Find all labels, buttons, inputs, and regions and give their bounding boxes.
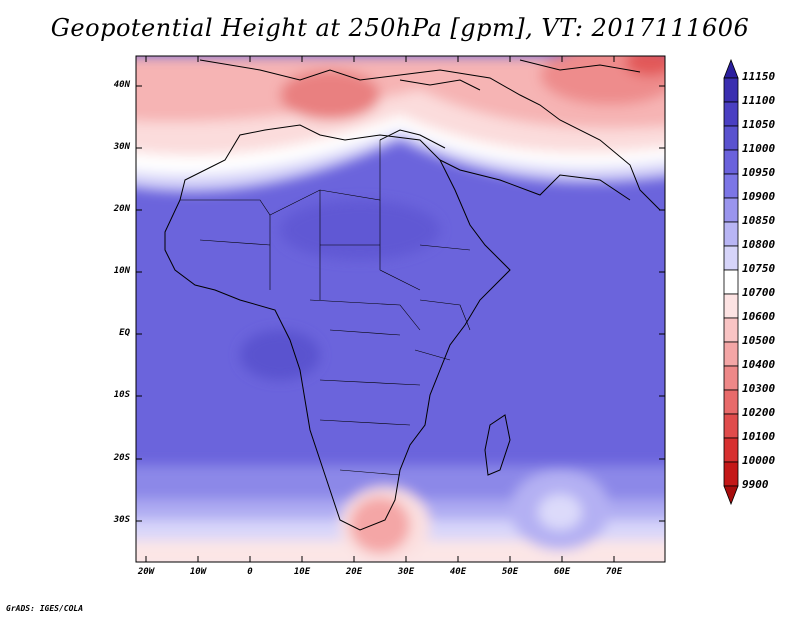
colorbar-label: 11150: [742, 70, 776, 83]
colorbar-swatch: [723, 413, 739, 439]
map-title: Geopotential Height at 250hPa [gpm], VT:…: [50, 14, 750, 42]
lon-label: 70E: [605, 567, 623, 577]
footer-credit: GrADS: IGES/COLA: [6, 604, 84, 613]
lat-label: 20S: [113, 453, 130, 463]
colorbar-label: 10700: [742, 286, 776, 299]
colorbar-label: 10850: [742, 214, 776, 227]
colorbar-swatch: [723, 221, 739, 247]
colorbar-swatch: [723, 125, 739, 151]
colorbar-swatch: [723, 197, 739, 223]
colorbar-top-arrow: [723, 58, 739, 79]
colorbar-swatch: [723, 269, 739, 295]
colorbar-swatch: [723, 293, 739, 319]
colorbar-label: 10500: [742, 334, 776, 347]
colorbar-label: 10950: [742, 166, 776, 179]
lat-label: 40N: [113, 80, 130, 90]
lon-label: 20E: [345, 567, 363, 577]
colorbar-swatch: [723, 341, 739, 367]
colorbar-label: 11000: [742, 142, 776, 155]
lon-label: 10E: [293, 567, 311, 577]
colorbar-swatch: [723, 101, 739, 127]
colorbar-label: 9900: [742, 478, 769, 491]
colorbar-swatch: [723, 173, 739, 199]
lon-label: 40E: [449, 567, 467, 577]
lat-label: 10S: [113, 390, 130, 400]
lon-label: 20W: [137, 567, 155, 577]
colorbar-swatch: [723, 437, 739, 463]
colorbar-label: 10000: [742, 454, 776, 467]
colorbar-swatch: [723, 77, 739, 103]
lon-label: 50E: [501, 567, 519, 577]
colorbar-bottom-arrow: [723, 485, 739, 506]
lon-label: 30E: [397, 567, 415, 577]
colorbar-label: 10300: [742, 382, 776, 395]
lat-label: EQ: [119, 328, 130, 338]
lon-label: 10W: [189, 567, 207, 577]
lat-label: 30S: [113, 515, 130, 525]
colorbar-swatch: [723, 461, 739, 487]
lat-label: 10N: [113, 266, 130, 276]
colorbar-swatch: [723, 149, 739, 175]
height-field: [136, 56, 665, 562]
colorbar: [723, 58, 739, 506]
lat-label: 30N: [113, 142, 130, 152]
colorbar-label: 11100: [742, 94, 776, 107]
colorbar-label: 10800: [742, 238, 776, 251]
map-frame: [135, 55, 666, 563]
colorbar-label: 10750: [742, 262, 776, 275]
lat-label: 20N: [113, 204, 130, 214]
colorbar-label: 10900: [742, 190, 776, 203]
lon-label: 60E: [553, 567, 571, 577]
lon-label: 0: [247, 567, 253, 577]
colorbar-swatch: [723, 389, 739, 415]
colorbar-swatch: [723, 365, 739, 391]
colorbar-label: 11050: [742, 118, 776, 131]
colorbar-swatch: [723, 245, 739, 271]
colorbar-swatch: [723, 317, 739, 343]
colorbar-label: 10100: [742, 430, 776, 443]
colorbar-label: 10400: [742, 358, 776, 371]
colorbar-label: 10200: [742, 406, 776, 419]
colorbar-label: 10600: [742, 310, 776, 323]
